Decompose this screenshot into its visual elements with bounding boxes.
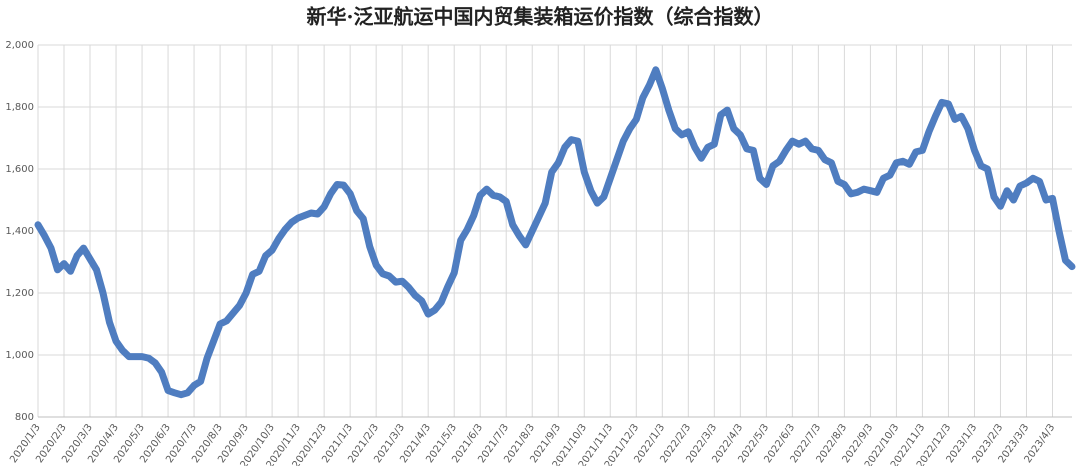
y-tick-label: 800: [15, 412, 34, 423]
data-line: [34, 66, 1076, 399]
y-tick-label: 1,800: [5, 102, 34, 113]
y-tick-label: 1,600: [5, 164, 34, 175]
y-tick-label: 1,200: [5, 288, 34, 299]
y-tick-label: 1,400: [5, 226, 34, 237]
y-tick-label: 2,000: [5, 40, 34, 51]
chart-title: 新华·泛亚航运中国内贸集装箱运价指数（综合指数）: [307, 5, 774, 29]
y-tick-label: 1,000: [5, 350, 34, 361]
